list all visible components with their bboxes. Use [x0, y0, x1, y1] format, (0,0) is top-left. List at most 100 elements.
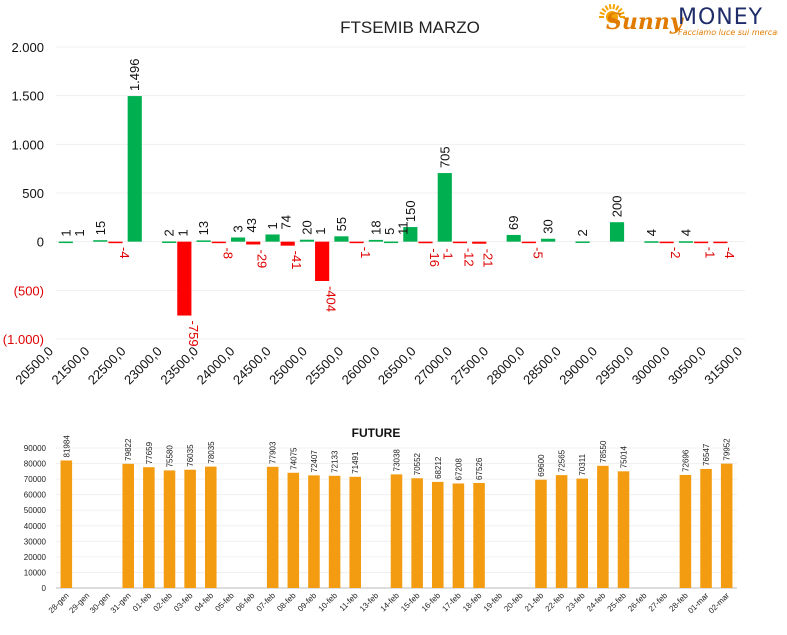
x-tick-label: 07-feb	[255, 591, 278, 614]
data-label: 150	[403, 200, 418, 222]
future-bars	[60, 460, 733, 588]
data-label: 15	[93, 221, 108, 235]
bars	[58, 96, 728, 316]
data-label: 1	[265, 222, 280, 229]
x-tick-label: 27500,0	[447, 344, 491, 388]
data-label: 5	[382, 228, 397, 235]
data-label: 74	[279, 215, 294, 229]
x-tick-label: 24500,0	[230, 344, 274, 388]
future-y-axis: 0 10000 20000 30000 40000 50000 60000 70000 8000…	[24, 444, 47, 593]
data-label: -41	[289, 251, 304, 270]
x-tick-label: 01-feb	[131, 591, 154, 614]
data-label: 79952	[723, 438, 732, 461]
bar	[390, 474, 403, 588]
sun-ray	[615, 5, 620, 11]
bar	[211, 241, 226, 244]
bar	[473, 482, 485, 588]
bar	[575, 241, 590, 243]
y-tick-label: 1.000	[11, 137, 44, 152]
sun-ray	[601, 7, 607, 13]
data-label: -12	[461, 248, 476, 267]
x-tick-label: 11-feb	[338, 591, 360, 613]
data-label: -1	[703, 247, 718, 259]
y-tick-label: 10000	[24, 568, 47, 577]
data-label: 79822	[124, 438, 133, 461]
sun-ray	[604, 5, 609, 11]
data-labels: 11 15-41.49621-75913-8343-29174-41201-404…	[58, 59, 737, 347]
bar	[700, 468, 712, 588]
x-tick-label: 28500,0	[520, 344, 564, 388]
x-tick-label: 08-feb	[275, 591, 298, 614]
bar	[431, 481, 444, 588]
data-label: -4	[117, 247, 132, 259]
x-tick-label: 29500,0	[592, 344, 636, 388]
bar	[328, 475, 341, 588]
x-tick-label: 23000,0	[121, 344, 165, 388]
data-label: 55	[334, 217, 349, 231]
x-tick-label: 29-gen	[67, 591, 91, 615]
data-label: 30	[541, 219, 556, 233]
data-label: 81984	[62, 435, 71, 458]
x-tick-label: 26000,0	[339, 344, 383, 388]
x-tick-label: 28-gen	[47, 591, 71, 615]
data-label: 73038	[393, 449, 402, 472]
data-label: 1	[175, 229, 190, 236]
x-tick-label: 17-feb	[440, 591, 463, 614]
data-label: 69	[506, 215, 521, 229]
data-label: -4	[722, 247, 737, 259]
x-tick-label: 03-feb	[172, 591, 195, 614]
bar	[231, 237, 246, 242]
data-label: 77659	[145, 441, 154, 464]
data-label: 68212	[434, 456, 443, 479]
bar	[349, 241, 364, 244]
x-tick-label: 30-gen	[88, 591, 112, 615]
x-tick-label: 23-feb	[564, 591, 587, 614]
data-label: 72407	[310, 450, 319, 473]
data-label: 18	[368, 220, 383, 234]
x-tick-label: 25000,0	[266, 344, 310, 388]
x-tick-label: 27000,0	[411, 344, 455, 388]
x-tick-label: 01-mar	[686, 591, 711, 616]
y-tick-label: 70000	[24, 475, 47, 484]
data-label: 78035	[207, 441, 216, 464]
data-label: 67208	[454, 458, 463, 481]
data-label: 72696	[681, 449, 690, 472]
x-tick-label: 05-feb	[213, 591, 236, 614]
data-label: 71491	[351, 451, 360, 474]
bar	[644, 241, 659, 243]
sun-ray	[608, 4, 612, 10]
data-label: -29	[255, 249, 270, 268]
data-label: -21	[481, 249, 496, 268]
y-tick-label: 60000	[24, 491, 47, 500]
logo-word-money: MONEY	[678, 5, 763, 30]
sun-ray	[619, 11, 625, 16]
y-tick-label: 40000	[24, 522, 47, 531]
y-tick-label: 1.500	[11, 89, 44, 104]
data-label: -16	[427, 248, 442, 267]
bar	[383, 241, 399, 244]
future-data-labels: 81984 79822 77659 75580 76035 78035 77903 74075…	[62, 435, 731, 481]
x-tick-label: 30500,0	[665, 344, 709, 388]
data-label: 69600	[537, 454, 546, 477]
x-tick-label: 24000,0	[194, 344, 238, 388]
data-label: 75014	[620, 446, 629, 469]
logo-tagline: Facciamo luce sui mercati	[678, 28, 778, 37]
bar	[535, 479, 547, 588]
x-tick-label: 04-feb	[193, 591, 216, 614]
data-label: 4	[644, 229, 659, 236]
data-label: -2	[668, 247, 683, 259]
y-tick-label: (500)	[14, 283, 44, 298]
x-tick-label: 20-feb	[502, 591, 525, 614]
data-label: 72133	[331, 450, 340, 473]
x-tick-label: 09-feb	[296, 591, 319, 614]
bar	[196, 240, 211, 242]
x-tick-label: 31-gen	[109, 591, 133, 615]
x-axis: 20500,021500,022500,023000,023500,024000…	[12, 344, 745, 388]
sun-icon	[599, 4, 625, 23]
data-label: 43	[244, 218, 259, 232]
x-tick-label: 18-feb	[461, 591, 484, 614]
bar	[334, 236, 349, 242]
data-label: 3	[231, 225, 246, 232]
y-tick-label: (1.000)	[3, 332, 44, 347]
x-tick-label: 14-feb	[379, 591, 402, 614]
